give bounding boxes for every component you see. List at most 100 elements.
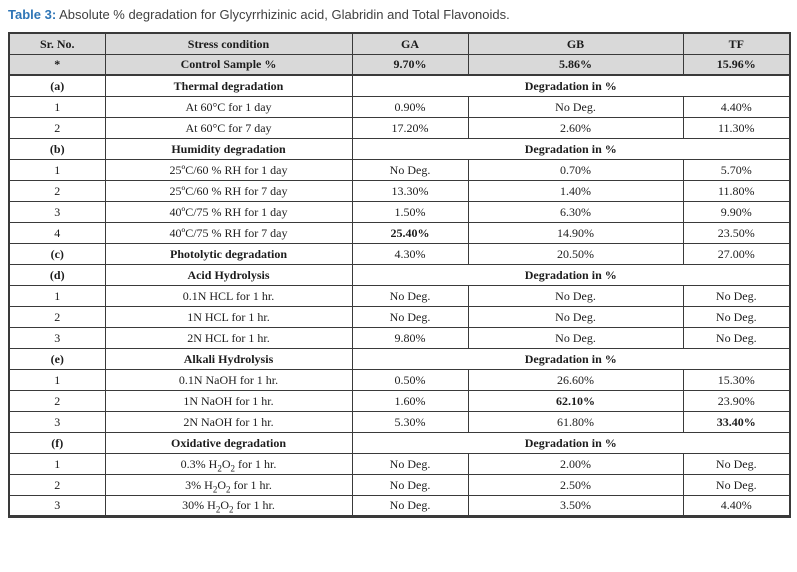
condition-cell: 2N HCL for 1 hr. [104,326,353,349]
value-cell: 4.40% [682,95,791,118]
condition-cell: Acid Hydrolysis [104,263,353,286]
sr-cell: (b) [8,137,106,160]
value-cell: 26.60% [467,368,684,391]
value-cell: No Deg. [682,452,791,475]
table-row: (a) Thermal degradation Degradation in % [8,74,791,97]
value-cell: 62.10% [467,389,684,412]
table-row: 1 0.1N HCL for 1 hr. No Deg. No Deg. No Deg. [8,284,791,307]
value-cell: 0.90% [351,95,469,118]
value-cell: 15.96% [682,53,791,76]
table-header: Sr. No. Stress condition GA GB TF [8,32,791,55]
condition-cell: 1N NaOH for 1 hr. [104,389,353,412]
sr-cell: 1 [8,452,106,475]
table-row: 2 1N HCL for 1 hr. No Deg. No Deg. No Deg. [8,305,791,328]
merged-degradation-cell: Degradation in % [351,137,791,160]
condition-cell: 1N HCL for 1 hr. [104,305,353,328]
sr-cell: 3 [8,326,106,349]
value-cell: 33.40% [682,410,791,433]
value-cell: 4.30% [351,242,469,265]
table-row: (d) Acid Hydrolysis Degradation in % [8,263,791,286]
sr-cell: 3 [8,410,106,433]
table-header-row: Sr. No. Stress condition GA GB TF [8,32,791,55]
table-row: 3 2N NaOH for 1 hr. 5.30% 61.80% 33.40% [8,410,791,433]
value-cell: 11.30% [682,116,791,139]
table-row: (e) Alkali Hydrolysis Degradation in % [8,347,791,370]
table-row: 2 1N NaOH for 1 hr. 1.60% 62.10% 23.90% [8,389,791,412]
value-cell: 2.50% [467,473,684,496]
value-cell: 27.00% [682,242,791,265]
table-row: 2 25ºC/60 % RH for 7 day 13.30% 1.40% 11.80% [8,179,791,202]
degradation-table: Sr. No. Stress condition GA GB TF * Control S… [8,32,791,518]
sr-cell: 2 [8,116,106,139]
value-cell: No Deg. [467,326,684,349]
sr-cell: (d) [8,263,106,286]
merged-degradation-cell: Degradation in % [351,431,791,454]
sr-cell: 3 [8,200,106,223]
value-cell: 5.86% [467,53,684,76]
condition-cell: At 60°C for 1 day [104,95,353,118]
condition-cell: Oxidative degradation [104,431,353,454]
condition-cell: Photolytic degradation [104,242,353,265]
value-cell: No Deg. [351,494,469,517]
sr-cell: 1 [8,95,106,118]
condition-cell: 30% H2O2 for 1 hr. [104,494,353,517]
value-cell: 17.20% [351,116,469,139]
value-cell: 3.50% [467,494,684,517]
condition-cell: 0.3% H2O2 for 1 hr. [104,452,353,475]
condition-cell: At 60°C for 7 day [104,116,353,139]
value-cell: 23.50% [682,221,791,244]
condition-cell: Alkali Hydrolysis [104,347,353,370]
table-row: (b) Humidity degradation Degradation in % [8,137,791,160]
sr-cell: 1 [8,368,106,391]
value-cell: 2.00% [467,452,684,475]
value-cell: No Deg. [682,326,791,349]
value-cell: 5.70% [682,158,791,181]
sr-cell: 1 [8,158,106,181]
value-cell: 1.40% [467,179,684,202]
sr-cell: 2 [8,179,106,202]
condition-cell: 2N NaOH for 1 hr. [104,410,353,433]
value-cell: 11.80% [682,179,791,202]
value-cell: No Deg. [351,284,469,307]
table-row: 2 3% H2O2 for 1 hr. No Deg. 2.50% No Deg. [8,473,791,496]
value-cell: 5.30% [351,410,469,433]
page: Table 3: Absolute % degradation for Glyc… [8,7,791,518]
value-cell: 61.80% [467,410,684,433]
merged-degradation-cell: Degradation in % [351,347,791,370]
condition-cell: 25ºC/60 % RH for 1 day [104,158,353,181]
column-header-tf: TF [682,32,791,55]
column-header-gb: GB [467,32,684,55]
table-row: 1 At 60°C for 1 day 0.90% No Deg. 4.40% [8,95,791,118]
table-row: * Control Sample % 9.70% 5.86% 15.96% [8,53,791,76]
value-cell: No Deg. [467,95,684,118]
value-cell: 9.80% [351,326,469,349]
condition-cell: 25ºC/60 % RH for 7 day [104,179,353,202]
table-row: 1 0.3% H2O2 for 1 hr. No Deg. 2.00% No Deg. [8,452,791,475]
value-cell: 15.30% [682,368,791,391]
condition-cell: 0.1N NaOH for 1 hr. [104,368,353,391]
table-row: 3 30% H2O2 for 1 hr. No Deg. 3.50% 4.40% [8,494,791,517]
table-row: 1 25ºC/60 % RH for 1 day No Deg. 0.70% 5.70% [8,158,791,181]
column-header-ga: GA [351,32,469,55]
sr-cell: 2 [8,389,106,412]
value-cell: 9.90% [682,200,791,223]
sr-cell: (e) [8,347,106,370]
value-cell: No Deg. [351,158,469,181]
sr-cell: (a) [8,74,106,97]
value-cell: 9.70% [351,53,469,76]
value-cell: 23.90% [682,389,791,412]
table-row: 1 0.1N NaOH for 1 hr. 0.50% 26.60% 15.30% [8,368,791,391]
table-caption: Table 3: Absolute % degradation for Glyc… [8,7,789,23]
value-cell: No Deg. [682,305,791,328]
table-caption-text: Absolute % degradation for Glycyrrhizini… [59,7,510,22]
sr-cell: 3 [8,494,106,517]
value-cell: 1.50% [351,200,469,223]
value-cell: No Deg. [467,305,684,328]
merged-degradation-cell: Degradation in % [351,74,791,97]
value-cell: 25.40% [351,221,469,244]
value-cell: No Deg. [682,284,791,307]
table-caption-label: Table 3: [8,7,57,22]
value-cell: 0.70% [467,158,684,181]
value-cell: 20.50% [467,242,684,265]
sr-cell: (c) [8,242,106,265]
